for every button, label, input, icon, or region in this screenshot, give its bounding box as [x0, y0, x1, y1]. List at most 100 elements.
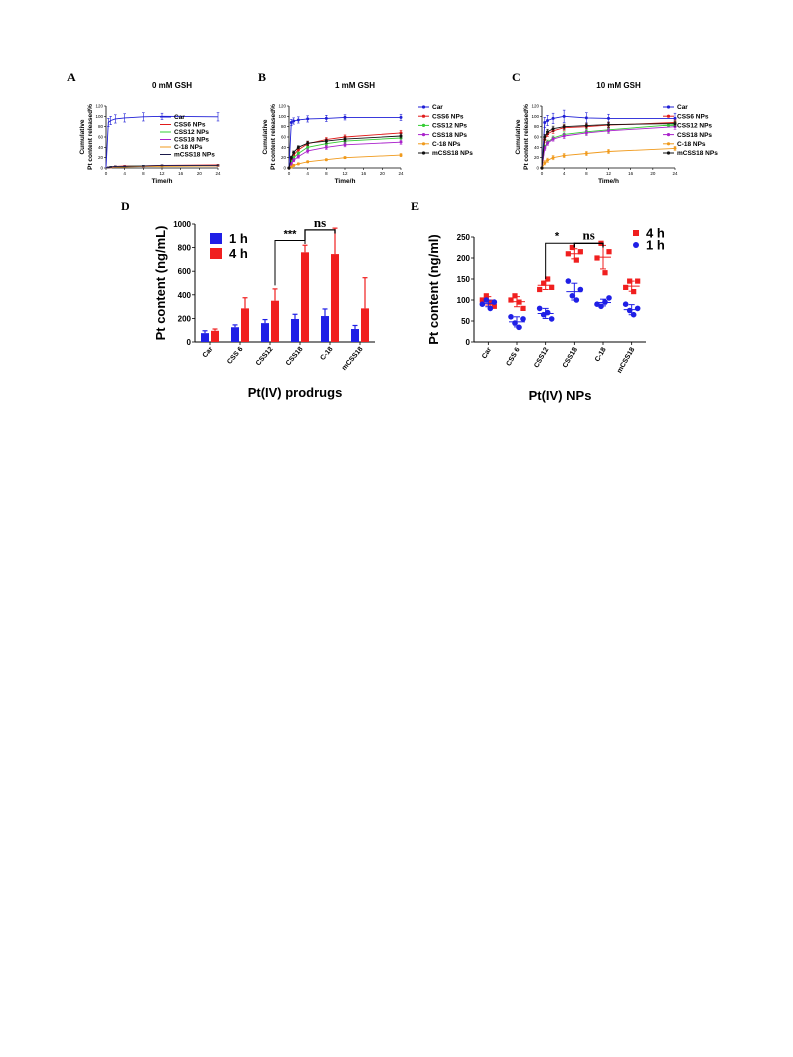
y-tick-label: 100: [278, 114, 286, 119]
series-line-car: [105, 115, 219, 169]
x-tick-label: Car: [481, 346, 493, 360]
legend-marker-mcss18-nps: [421, 151, 426, 155]
data-point-mcss18-nps: [324, 139, 328, 143]
data-point-4-h: [487, 299, 493, 305]
legend-swatch-1-h: [210, 233, 222, 244]
data-point-car: [399, 115, 403, 119]
bar-1-h-mcss18: [351, 329, 359, 342]
data-point-mcss18-nps: [306, 141, 310, 145]
legend-label-css6-nps: CSS6 NPs: [174, 122, 206, 129]
x-axis-label: Pt(IV) NPs: [529, 388, 592, 403]
bar-1-h-car: [201, 333, 209, 342]
x-tick-label: CSS 6: [226, 346, 244, 366]
data-point-4-h: [594, 255, 600, 261]
data-point-mcss18-nps: [399, 134, 403, 138]
data-point-css18-nps: [546, 141, 550, 145]
legend-label-css12-nps: CSS12 NPs: [174, 129, 209, 136]
series-line-mcss18-nps: [105, 164, 218, 169]
y-tick-label: 20: [534, 155, 540, 160]
data-point-c-18-nps: [673, 146, 677, 150]
x-tick-label: 24: [398, 171, 404, 176]
data-point-css18-nps: [324, 145, 328, 149]
x-tick-label: 4: [123, 171, 126, 176]
chart-title: 10 mM GSH: [596, 81, 641, 90]
legend-marker-car: [666, 105, 671, 109]
legend-label-1-h: 1 h: [229, 231, 248, 246]
data-point-4-h: [541, 280, 547, 286]
legend-label-css12-nps: CSS12 NPs: [432, 123, 467, 130]
panel-c-line-chart: 10 mM GSH 0 20 40 60 80 100 120 0 4 8 12 16 20 24 Time/…: [515, 81, 718, 185]
x-tick-label: 8: [325, 171, 328, 176]
data-point-mcss18-nps: [551, 127, 555, 131]
panel-d-bar-chart: 0 200 400 600 800 1000 Car CSS 6 CSS12 CSS18 C-18 m…: [153, 215, 375, 400]
y-tick-label: 0: [283, 166, 286, 171]
data-point-1-h: [536, 305, 543, 312]
y-tick-label: 1000: [173, 220, 191, 229]
bar-4-h-c-18: [331, 254, 339, 342]
bar-4-h-css12: [271, 300, 279, 342]
y-axis-label-line-2: Pt content released%: [270, 104, 277, 170]
legend-marker-mcss18-nps: [666, 151, 671, 155]
chart-title: 0 mM GSH: [152, 81, 192, 90]
y-tick-label: 20: [281, 155, 287, 160]
legend-marker-css6-nps: [421, 114, 426, 118]
legend-label-css12-nps: CSS12 NPs: [677, 123, 712, 130]
x-tick-label: 0: [105, 171, 108, 176]
y-tick-label: 0: [466, 338, 471, 347]
data-point-c-18-nps: [324, 158, 328, 162]
bar-4-h-css-6: [241, 308, 249, 342]
data-point-c-18-nps: [343, 156, 347, 160]
data-point-c-18-nps: [292, 163, 296, 167]
data-point-css18-nps: [584, 131, 588, 135]
x-tick-label: C-18: [594, 346, 608, 363]
bar-1-h-c-18: [321, 316, 329, 342]
legend-swatch-4-h: [210, 248, 222, 259]
chart-title: 1 mM GSH: [335, 81, 375, 90]
data-point-4-h: [479, 297, 485, 303]
y-tick-label: 100: [457, 296, 471, 305]
data-point-4-h: [545, 276, 551, 282]
data-point-css18-nps: [551, 137, 555, 141]
legend-label-mcss18-nps: mCSS18 NPs: [677, 150, 718, 157]
y-tick-label: 120: [95, 104, 103, 109]
legend-label-4-h: 4 h: [229, 246, 248, 261]
y-tick-label: 100: [95, 114, 103, 119]
x-tick-label: CSS18: [562, 346, 579, 369]
x-tick-label: 12: [159, 171, 165, 176]
x-tick-label: 16: [361, 171, 367, 176]
data-point-4-h: [512, 293, 518, 299]
data-point-c-18-nps: [607, 149, 610, 153]
significance-label-1: ***: [284, 229, 298, 241]
legend-label-css18-nps: CSS18 NPs: [677, 132, 712, 139]
data-point-mcss18-nps: [343, 137, 347, 141]
data-point-mcss18-nps: [289, 156, 293, 160]
legend-label-1-h: 1 h: [646, 238, 665, 253]
data-point-c-18-nps: [296, 162, 300, 166]
x-tick-label: 4: [563, 171, 566, 176]
panel-e-scatter-chart: 0 50 100 150 200 250 Car CSS 6 CSS12 CSS18 C-18 mCS…: [426, 226, 665, 404]
legend-marker-css18-nps: [421, 133, 426, 137]
data-point-css18-nps: [296, 155, 300, 159]
x-axis-label: Time/h: [335, 178, 356, 185]
significance-bracket-2: [573, 242, 604, 248]
x-tick-label: 8: [585, 171, 588, 176]
data-point-mcss18-nps: [584, 124, 588, 128]
x-tick-label: Car: [202, 346, 215, 360]
data-point-c-18-nps: [289, 165, 293, 169]
data-point-car: [296, 118, 300, 122]
data-point-css18-nps: [292, 158, 296, 162]
x-tick-label: 16: [178, 171, 184, 176]
data-point-mcss18-nps: [292, 151, 296, 154]
data-point-mcss18-nps: [607, 123, 610, 127]
legend-marker-4-h: [633, 230, 639, 236]
legend-label-css18-nps: CSS18 NPs: [174, 137, 209, 144]
x-axis-label: Pt(IV) prodrugs: [248, 385, 343, 400]
legend-marker-css12-nps: [421, 123, 426, 127]
data-point-css18-nps: [562, 134, 566, 138]
data-point-c-18-nps: [551, 156, 555, 160]
data-point-1-h: [491, 299, 498, 305]
x-tick-label: 24: [672, 171, 678, 176]
data-point-1-h: [548, 316, 555, 322]
bar-1-h-css18: [291, 318, 299, 342]
